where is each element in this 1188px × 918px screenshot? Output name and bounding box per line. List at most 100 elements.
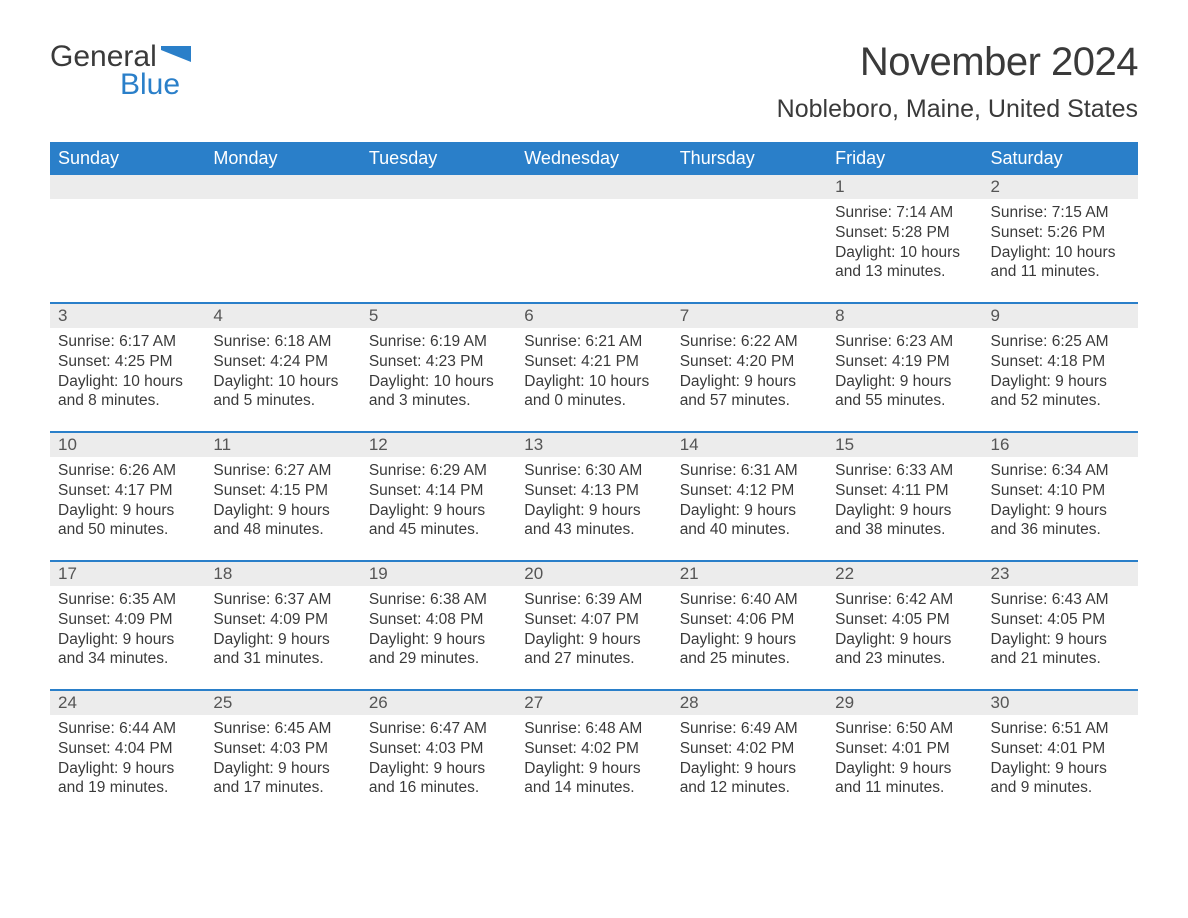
day-body: Sunrise: 6:43 AMSunset: 4:05 PMDaylight:… — [983, 586, 1138, 677]
day-number: 21 — [672, 562, 827, 586]
day-number: 15 — [827, 433, 982, 457]
daylight-line: Daylight: 9 hours and 9 minutes. — [991, 759, 1130, 799]
day-body: Sunrise: 6:25 AMSunset: 4:18 PMDaylight:… — [983, 328, 1138, 419]
daylight-line: Daylight: 10 hours and 8 minutes. — [58, 372, 197, 412]
sunrise-line: Sunrise: 6:25 AM — [991, 332, 1130, 352]
day-body: Sunrise: 6:37 AMSunset: 4:09 PMDaylight:… — [205, 586, 360, 677]
calendar-day-cell — [672, 175, 827, 303]
day-number: 7 — [672, 304, 827, 328]
day-number: 6 — [516, 304, 671, 328]
day-number: 9 — [983, 304, 1138, 328]
sunset-line: Sunset: 4:21 PM — [524, 352, 663, 372]
daylight-line: Daylight: 10 hours and 11 minutes. — [991, 243, 1130, 283]
daylight-line: Daylight: 9 hours and 29 minutes. — [369, 630, 508, 670]
dayname-header: Friday — [827, 142, 982, 175]
daylight-line: Daylight: 10 hours and 13 minutes. — [835, 243, 974, 283]
calendar-day-cell: 9Sunrise: 6:25 AMSunset: 4:18 PMDaylight… — [983, 304, 1138, 432]
calendar-day-cell: 17Sunrise: 6:35 AMSunset: 4:09 PMDayligh… — [50, 562, 205, 690]
day-body: Sunrise: 6:42 AMSunset: 4:05 PMDaylight:… — [827, 586, 982, 677]
day-number: 12 — [361, 433, 516, 457]
sunset-line: Sunset: 4:01 PM — [835, 739, 974, 759]
calendar-day-cell: 25Sunrise: 6:45 AMSunset: 4:03 PMDayligh… — [205, 691, 360, 819]
sunset-line: Sunset: 4:04 PM — [58, 739, 197, 759]
calendar-week: 3Sunrise: 6:17 AMSunset: 4:25 PMDaylight… — [50, 304, 1138, 432]
sunrise-line: Sunrise: 6:35 AM — [58, 590, 197, 610]
sunrise-line: Sunrise: 6:47 AM — [369, 719, 508, 739]
day-number: 8 — [827, 304, 982, 328]
day-number — [50, 175, 205, 199]
day-body: Sunrise: 6:34 AMSunset: 4:10 PMDaylight:… — [983, 457, 1138, 548]
day-body: Sunrise: 6:47 AMSunset: 4:03 PMDaylight:… — [361, 715, 516, 806]
sunrise-line: Sunrise: 6:31 AM — [680, 461, 819, 481]
calendar-day-cell: 7Sunrise: 6:22 AMSunset: 4:20 PMDaylight… — [672, 304, 827, 432]
sunrise-line: Sunrise: 6:23 AM — [835, 332, 974, 352]
calendar-day-cell — [516, 175, 671, 303]
sunrise-line: Sunrise: 6:51 AM — [991, 719, 1130, 739]
dayname-header: Wednesday — [516, 142, 671, 175]
day-number — [361, 175, 516, 199]
day-body: Sunrise: 6:38 AMSunset: 4:08 PMDaylight:… — [361, 586, 516, 677]
dayname-header: Thursday — [672, 142, 827, 175]
daylight-line: Daylight: 9 hours and 14 minutes. — [524, 759, 663, 799]
day-number: 30 — [983, 691, 1138, 715]
day-body: Sunrise: 6:44 AMSunset: 4:04 PMDaylight:… — [50, 715, 205, 806]
sunset-line: Sunset: 4:07 PM — [524, 610, 663, 630]
calendar-day-cell: 3Sunrise: 6:17 AMSunset: 4:25 PMDaylight… — [50, 304, 205, 432]
day-number: 1 — [827, 175, 982, 199]
calendar-day-cell: 12Sunrise: 6:29 AMSunset: 4:14 PMDayligh… — [361, 433, 516, 561]
day-number — [205, 175, 360, 199]
day-body: Sunrise: 6:19 AMSunset: 4:23 PMDaylight:… — [361, 328, 516, 419]
day-number: 24 — [50, 691, 205, 715]
calendar-day-cell: 20Sunrise: 6:39 AMSunset: 4:07 PMDayligh… — [516, 562, 671, 690]
day-body: Sunrise: 6:40 AMSunset: 4:06 PMDaylight:… — [672, 586, 827, 677]
day-number: 27 — [516, 691, 671, 715]
sunset-line: Sunset: 4:12 PM — [680, 481, 819, 501]
daylight-line: Daylight: 9 hours and 50 minutes. — [58, 501, 197, 541]
calendar-week: 17Sunrise: 6:35 AMSunset: 4:09 PMDayligh… — [50, 562, 1138, 690]
day-body: Sunrise: 6:33 AMSunset: 4:11 PMDaylight:… — [827, 457, 982, 548]
sunrise-line: Sunrise: 6:44 AM — [58, 719, 197, 739]
sunrise-line: Sunrise: 6:34 AM — [991, 461, 1130, 481]
location: Nobleboro, Maine, United States — [777, 95, 1138, 124]
day-number — [672, 175, 827, 199]
sunrise-line: Sunrise: 6:21 AM — [524, 332, 663, 352]
day-body: Sunrise: 6:48 AMSunset: 4:02 PMDaylight:… — [516, 715, 671, 806]
sunset-line: Sunset: 4:20 PM — [680, 352, 819, 372]
sunrise-line: Sunrise: 6:45 AM — [213, 719, 352, 739]
daylight-line: Daylight: 9 hours and 38 minutes. — [835, 501, 974, 541]
calendar-day-cell: 5Sunrise: 6:19 AMSunset: 4:23 PMDaylight… — [361, 304, 516, 432]
calendar-body: 1Sunrise: 7:14 AMSunset: 5:28 PMDaylight… — [50, 175, 1138, 819]
daylight-line: Daylight: 9 hours and 11 minutes. — [835, 759, 974, 799]
sunrise-line: Sunrise: 6:43 AM — [991, 590, 1130, 610]
sunset-line: Sunset: 4:23 PM — [369, 352, 508, 372]
daylight-line: Daylight: 9 hours and 52 minutes. — [991, 372, 1130, 412]
day-number: 4 — [205, 304, 360, 328]
daylight-line: Daylight: 9 hours and 23 minutes. — [835, 630, 974, 670]
sunrise-line: Sunrise: 6:27 AM — [213, 461, 352, 481]
daylight-line: Daylight: 9 hours and 48 minutes. — [213, 501, 352, 541]
day-body: Sunrise: 6:51 AMSunset: 4:01 PMDaylight:… — [983, 715, 1138, 806]
daylight-line: Daylight: 9 hours and 25 minutes. — [680, 630, 819, 670]
day-number: 3 — [50, 304, 205, 328]
day-number: 25 — [205, 691, 360, 715]
calendar-day-cell: 28Sunrise: 6:49 AMSunset: 4:02 PMDayligh… — [672, 691, 827, 819]
sunrise-line: Sunrise: 6:17 AM — [58, 332, 197, 352]
calendar-week: 10Sunrise: 6:26 AMSunset: 4:17 PMDayligh… — [50, 433, 1138, 561]
day-number: 26 — [361, 691, 516, 715]
daylight-line: Daylight: 9 hours and 43 minutes. — [524, 501, 663, 541]
sunset-line: Sunset: 4:13 PM — [524, 481, 663, 501]
daylight-line: Daylight: 9 hours and 16 minutes. — [369, 759, 508, 799]
sunrise-line: Sunrise: 6:42 AM — [835, 590, 974, 610]
day-body: Sunrise: 6:22 AMSunset: 4:20 PMDaylight:… — [672, 328, 827, 419]
sunrise-line: Sunrise: 6:38 AM — [369, 590, 508, 610]
daylight-line: Daylight: 9 hours and 34 minutes. — [58, 630, 197, 670]
calendar-day-cell: 23Sunrise: 6:43 AMSunset: 4:05 PMDayligh… — [983, 562, 1138, 690]
daylight-line: Daylight: 9 hours and 57 minutes. — [680, 372, 819, 412]
calendar-day-cell: 29Sunrise: 6:50 AMSunset: 4:01 PMDayligh… — [827, 691, 982, 819]
day-body: Sunrise: 7:15 AMSunset: 5:26 PMDaylight:… — [983, 199, 1138, 290]
calendar-day-cell: 10Sunrise: 6:26 AMSunset: 4:17 PMDayligh… — [50, 433, 205, 561]
day-body: Sunrise: 6:30 AMSunset: 4:13 PMDaylight:… — [516, 457, 671, 548]
day-body: Sunrise: 6:39 AMSunset: 4:07 PMDaylight:… — [516, 586, 671, 677]
sunset-line: Sunset: 4:08 PM — [369, 610, 508, 630]
day-number: 10 — [50, 433, 205, 457]
